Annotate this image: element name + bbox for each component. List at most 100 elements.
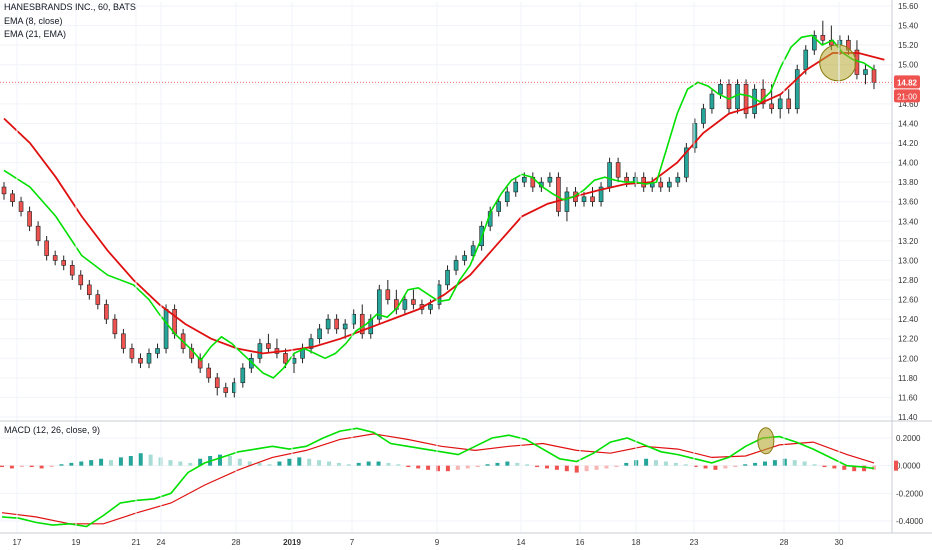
candle-body-down bbox=[52, 255, 58, 261]
candle bbox=[590, 187, 595, 207]
macd-histogram-bar bbox=[515, 462, 520, 466]
macd-histogram-bar bbox=[842, 465, 847, 470]
candle bbox=[752, 84, 757, 119]
candle-body-up bbox=[317, 328, 322, 340]
candle bbox=[61, 255, 67, 271]
last-price-label: 14.82 bbox=[897, 78, 918, 87]
macd-histogram-bar bbox=[287, 458, 292, 466]
macd-histogram-bar bbox=[396, 464, 401, 466]
candle-body-down bbox=[820, 35, 826, 41]
candle bbox=[726, 79, 732, 114]
candle-body-down bbox=[121, 333, 126, 349]
candle bbox=[701, 103, 706, 129]
macd-histogram-bar bbox=[49, 465, 54, 468]
candle bbox=[359, 304, 365, 339]
macd-histogram-bar bbox=[812, 464, 817, 466]
candle bbox=[138, 353, 143, 369]
candle bbox=[214, 372, 220, 396]
macd-histogram-bar bbox=[376, 461, 381, 466]
candle-body-up bbox=[692, 123, 698, 149]
candle bbox=[334, 314, 339, 334]
macd-histogram-bar bbox=[39, 465, 44, 469]
candle bbox=[564, 187, 570, 222]
candle-body-down bbox=[334, 318, 339, 330]
candle-body-down bbox=[197, 357, 203, 369]
macd-histogram-bar bbox=[327, 461, 331, 466]
macd-histogram-bar bbox=[257, 462, 262, 466]
candle bbox=[325, 314, 331, 334]
candle bbox=[206, 363, 212, 383]
candle-body-up bbox=[513, 181, 519, 193]
candle-body-down bbox=[18, 201, 24, 212]
candle-body-up bbox=[428, 304, 433, 310]
macd-histogram-bar bbox=[445, 465, 450, 472]
price-tick-label: 13.40 bbox=[898, 217, 919, 226]
macd-histogram-bar bbox=[455, 465, 460, 470]
candle bbox=[35, 221, 41, 246]
candle bbox=[436, 280, 442, 310]
price-tick-label: 14.20 bbox=[898, 139, 919, 148]
macd-histogram-bar bbox=[584, 465, 589, 472]
macd-histogram-bar bbox=[138, 453, 143, 466]
macd-histogram-bar bbox=[168, 460, 173, 466]
price-tick-label: 12.60 bbox=[898, 296, 919, 305]
price-tick-label: 13.80 bbox=[898, 178, 919, 187]
macd-histogram-bar bbox=[198, 458, 203, 466]
macd-histogram-bar bbox=[554, 465, 559, 470]
candle-body-down bbox=[172, 309, 177, 335]
candle bbox=[462, 250, 467, 266]
ema-21-line bbox=[3, 52, 885, 355]
candle bbox=[197, 353, 203, 373]
macd-tick-label: 0.2000 bbox=[896, 434, 921, 443]
candle-body-down bbox=[658, 181, 664, 188]
macd-histogram-bar bbox=[802, 461, 807, 466]
candle-body-up bbox=[146, 353, 152, 364]
candle-body-up bbox=[402, 299, 408, 310]
candle-body-up bbox=[803, 49, 809, 70]
candle-body-down bbox=[104, 304, 109, 320]
candle-body-up bbox=[521, 176, 527, 183]
macd-histogram-bar bbox=[317, 460, 322, 466]
candle bbox=[615, 157, 621, 183]
candle-body-down bbox=[112, 318, 118, 335]
candle bbox=[402, 294, 408, 315]
macd-histogram-bar bbox=[604, 465, 609, 469]
macd-legend: MACD (12, 26, close, 9) bbox=[4, 425, 101, 435]
candle bbox=[121, 328, 126, 354]
macd-histogram-bar bbox=[465, 465, 470, 469]
candle bbox=[658, 177, 664, 192]
time-tick-label: 21 bbox=[132, 538, 141, 547]
macd-histogram-bar bbox=[218, 454, 222, 466]
price-tick-label: 15.00 bbox=[898, 61, 919, 70]
candle-body-up bbox=[240, 367, 246, 384]
macd-histogram-bar bbox=[416, 465, 421, 469]
candle-body-up bbox=[607, 162, 612, 188]
macd-histogram-bar bbox=[128, 455, 133, 466]
macd-histogram-bar bbox=[148, 454, 153, 466]
macd-histogram-bar bbox=[862, 465, 867, 472]
candle-body-up bbox=[291, 357, 297, 364]
candle-body-up bbox=[155, 348, 160, 354]
macd-histogram-bar bbox=[79, 461, 84, 466]
candle-body-down bbox=[283, 353, 288, 364]
candle-body-down bbox=[78, 274, 84, 286]
candle bbox=[453, 255, 459, 276]
macd-histogram-bar bbox=[614, 465, 619, 468]
candle-body-up bbox=[701, 108, 706, 124]
macd-histogram-bar bbox=[475, 465, 480, 468]
price-pane[interactable]: 15.6015.4015.2015.0014.8014.6014.4014.20… bbox=[0, 2, 920, 422]
candle-body-up bbox=[709, 93, 715, 110]
macd-tick-label: 0.0000 bbox=[896, 462, 921, 471]
macd-pane[interactable]: 0.2000 0.0000 -0.2000 -0.4000 bbox=[0, 427, 924, 528]
candle-body-down bbox=[769, 103, 774, 110]
macd-histogram-bar bbox=[545, 465, 549, 469]
ema-fast-legend: EMA (8, close) bbox=[4, 16, 63, 26]
macd-histogram-bar bbox=[19, 465, 24, 468]
price-tick-label: 11.40 bbox=[898, 413, 918, 422]
candle-body-up bbox=[547, 176, 553, 183]
candle-body-up bbox=[598, 186, 604, 203]
price-tick-label: 13.00 bbox=[898, 256, 919, 265]
candle bbox=[666, 177, 672, 192]
